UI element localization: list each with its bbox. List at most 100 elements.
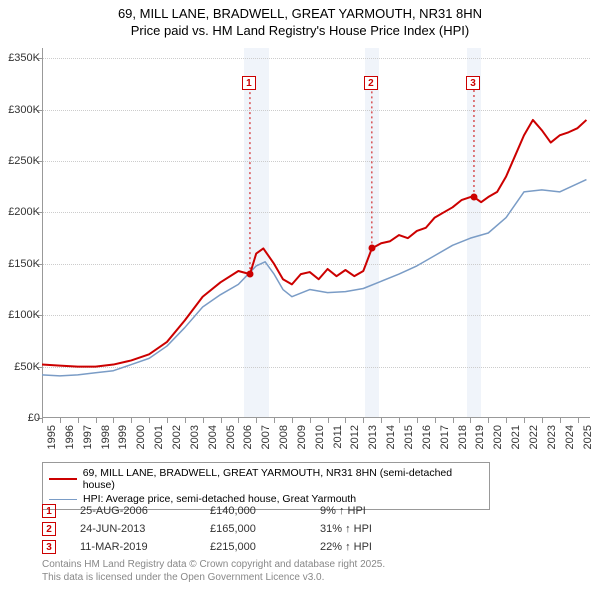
sale-marker-dot [470,194,477,201]
xtick-label: 2023 [546,425,558,449]
xtick-label: 1997 [82,425,94,449]
xtick-mark [435,418,436,423]
xtick-label: 2018 [457,425,469,449]
xtick-mark [542,418,543,423]
xtick-label: 2013 [367,425,379,449]
xtick-label: 2002 [171,425,183,449]
xtick-mark [560,418,561,423]
xtick-label: 2008 [278,425,290,449]
xtick-label: 2015 [403,425,415,449]
legend-item: 69, MILL LANE, BRADWELL, GREAT YARMOUTH,… [49,466,483,492]
xtick-label: 1996 [64,425,76,449]
xtick-mark [131,418,132,423]
ytick-label: £200K [0,206,40,218]
sale-marker-dot [368,245,375,252]
ytick-label: £300K [0,104,40,116]
xtick-mark [203,418,204,423]
xtick-label: 2024 [564,425,576,449]
sale-marker-box: 1 [242,76,256,90]
sales-row: 1 25-AUG-2006£140,0009% ↑ HPI [42,502,430,520]
xtick-mark [363,418,364,423]
chart-lines [42,48,590,418]
xtick-label: 2004 [207,425,219,449]
title-line-1: 69, MILL LANE, BRADWELL, GREAT YARMOUTH,… [0,6,600,23]
xtick-mark [256,418,257,423]
sales-row-marker: 1 [42,504,56,518]
series-line [42,120,586,367]
sales-row-diff: 22% ↑ HPI [320,541,430,553]
series-line [42,180,586,376]
xtick-mark [185,418,186,423]
sales-row-date: 25-AUG-2006 [80,505,210,517]
legend-swatch [49,478,77,480]
xtick-mark [578,418,579,423]
ytick-label: £100K [0,309,40,321]
title-line-2: Price paid vs. HM Land Registry's House … [0,23,600,40]
xtick-mark [221,418,222,423]
xtick-mark [470,418,471,423]
xtick-mark [381,418,382,423]
sales-row-diff: 9% ↑ HPI [320,505,430,517]
sale-marker-dot [246,271,253,278]
xtick-mark [345,418,346,423]
sales-row-marker: 3 [42,540,56,554]
footer-line-1: Contains HM Land Registry data © Crown c… [42,558,385,571]
xtick-label: 2001 [153,425,165,449]
xtick-label: 2000 [135,425,147,449]
xtick-label: 2010 [314,425,326,449]
legend-swatch [49,499,77,500]
xtick-label: 2020 [492,425,504,449]
sales-row-date: 11-MAR-2019 [80,541,210,553]
xtick-mark [310,418,311,423]
xtick-label: 2005 [225,425,237,449]
xtick-mark [60,418,61,423]
xtick-mark [274,418,275,423]
ytick-label: £350K [0,52,40,64]
sales-table: 1 25-AUG-2006£140,0009% ↑ HPI 2 24-JUN-2013… [42,502,430,556]
sales-row-marker: 2 [42,522,56,536]
xtick-label: 2021 [510,425,522,449]
xtick-mark [113,418,114,423]
sales-row: 224-JUN-2013£165,00031% ↑ HPI [42,520,430,538]
ytick-label: £150K [0,258,40,270]
xtick-label: 1998 [100,425,112,449]
xtick-label: 2003 [189,425,201,449]
xtick-label: 2017 [439,425,451,449]
xtick-label: 2019 [474,425,486,449]
chart-container: 69, MILL LANE, BRADWELL, GREAT YARMOUTH,… [0,0,600,590]
xtick-mark [238,418,239,423]
sales-row-price: £140,000 [210,505,320,517]
xtick-mark [453,418,454,423]
footer-line-2: This data is licensed under the Open Gov… [42,571,385,584]
xtick-label: 2014 [385,425,397,449]
sale-marker-box: 2 [364,76,378,90]
xtick-mark [167,418,168,423]
sales-row-diff: 31% ↑ HPI [320,523,430,535]
xtick-label: 1995 [46,425,58,449]
xtick-label: 1999 [117,425,129,449]
xtick-mark [506,418,507,423]
sales-row: 3 11-MAR-2019£215,00022% ↑ HPI [42,538,430,556]
footer: Contains HM Land Registry data © Crown c… [42,558,385,584]
xtick-label: 2011 [332,425,344,449]
xtick-label: 2012 [349,425,361,449]
xtick-label: 2025 [582,425,594,449]
xtick-mark [149,418,150,423]
xtick-label: 2016 [421,425,433,449]
xtick-mark [96,418,97,423]
sales-row-date: 24-JUN-2013 [80,523,210,535]
sales-row-price: £215,000 [210,541,320,553]
xtick-mark [78,418,79,423]
legend-label: 69, MILL LANE, BRADWELL, GREAT YARMOUTH,… [83,467,483,491]
xtick-mark [524,418,525,423]
xtick-mark [417,418,418,423]
ytick-label: £50K [0,361,40,373]
xtick-mark [328,418,329,423]
xtick-label: 2006 [242,425,254,449]
chart-title: 69, MILL LANE, BRADWELL, GREAT YARMOUTH,… [0,0,600,40]
xtick-label: 2022 [528,425,540,449]
xtick-label: 2007 [260,425,272,449]
xtick-mark [399,418,400,423]
xtick-mark [42,418,43,423]
sale-marker-box: 3 [466,76,480,90]
